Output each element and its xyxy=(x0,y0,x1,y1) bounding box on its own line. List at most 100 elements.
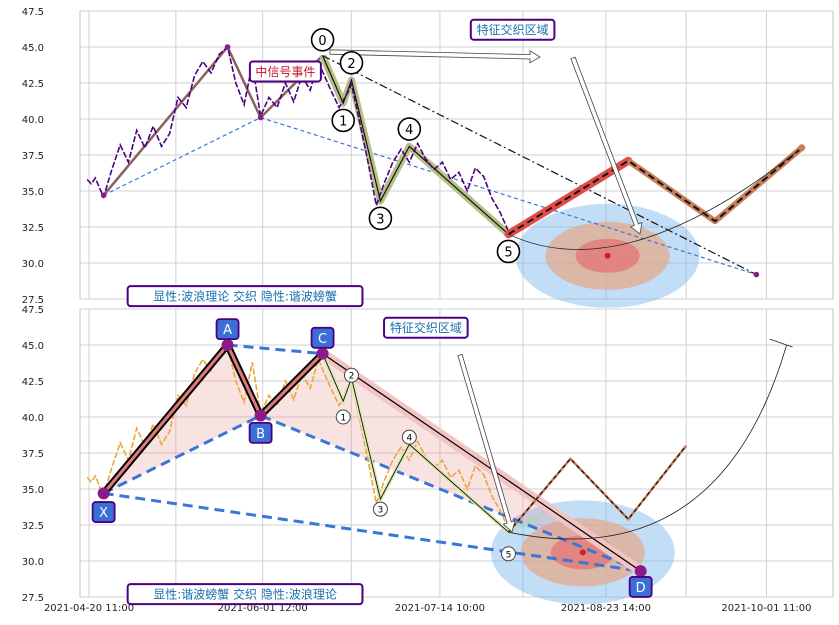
pattern-point-box xyxy=(215,318,240,341)
x-tick-label: 2021-06-01 12:00 xyxy=(218,603,308,614)
target-zone-bottom-center xyxy=(579,549,586,556)
pattern-point-label: X xyxy=(99,506,108,521)
pattern-point-box xyxy=(248,421,273,444)
price-line xyxy=(86,45,510,232)
pattern-point-box xyxy=(310,326,335,349)
arrow-feature xyxy=(457,353,516,533)
panel-bottom: 27.5 30.0 32.5 35.0 37.5 40.0 42.5 45.0 47.5 1 2 3 4… xyxy=(22,305,834,614)
y-tick-label: 30.0 xyxy=(22,259,44,270)
wave-label-circle xyxy=(335,409,351,425)
projection-dashed xyxy=(508,445,687,533)
annotation-text: 特征交织区域 xyxy=(390,320,462,335)
pattern-point-label: D xyxy=(636,581,646,596)
target-zone-top xyxy=(515,203,700,308)
annotation-group: 特征交织区域 xyxy=(469,18,556,41)
pattern-point-marker xyxy=(221,339,234,351)
y-tick-label: 40.0 xyxy=(22,413,44,424)
start-marker xyxy=(100,192,107,199)
wave-label-text: 3 xyxy=(378,506,384,516)
wave-label-text: 1 xyxy=(340,414,346,424)
wave-label-circle xyxy=(343,367,359,383)
annotation-group: 特征交织区域 xyxy=(383,316,469,339)
y-tick-label: 32.5 xyxy=(22,521,44,532)
annotation-group: 中信号事件 xyxy=(248,60,322,83)
wave-label-circle xyxy=(496,239,521,264)
wave-label-circle xyxy=(401,429,417,445)
wave-label-circle xyxy=(310,27,335,52)
y-tick-label: 27.5 xyxy=(22,295,44,306)
wave-label-text: 4 xyxy=(406,434,412,444)
y-tick-label: 30.0 xyxy=(22,557,44,568)
wave-label-circle xyxy=(339,51,364,75)
y-tick-label: 47.5 xyxy=(22,305,44,316)
wave-label-text: 4 xyxy=(405,123,413,138)
y-tick-label: 35.0 xyxy=(22,485,44,496)
wave-label-circle xyxy=(397,117,422,141)
annotation-group: 显性:波浪理论 交织 隐性:谐波螃蟹 xyxy=(126,285,364,308)
annotation-box xyxy=(469,18,556,41)
annotation-text: 中信号事件 xyxy=(255,64,315,79)
wave-label-text: 5 xyxy=(504,245,512,260)
projection-curve xyxy=(508,147,803,250)
pattern-fill-bcd xyxy=(260,353,641,572)
target-zone-top-center xyxy=(604,252,611,259)
pattern-fill-xab xyxy=(103,345,261,494)
pattern-point-marker xyxy=(634,565,647,578)
xd-dashed-line xyxy=(103,491,641,573)
wave-label-text: 0 xyxy=(318,34,326,49)
x-tick-label: 2021-08-23 14:00 xyxy=(561,603,651,614)
annotation-box xyxy=(126,583,364,606)
annotation-text: 特征交织区域 xyxy=(477,22,549,37)
arrow-feature xyxy=(570,56,643,235)
wave-label-text: 2 xyxy=(349,372,355,382)
wave-label-text: 2 xyxy=(347,57,355,72)
annotation-text: 显性:波浪理论 交织 隐性:谐波螃蟹 xyxy=(153,289,337,304)
y-tick-label: 27.5 xyxy=(22,593,44,604)
pattern-point-marker xyxy=(254,409,267,422)
curve-tip xyxy=(769,338,793,348)
y-tick-label: 35.0 xyxy=(22,187,44,198)
y-tick-label: 42.5 xyxy=(22,79,44,90)
projection-curve xyxy=(508,344,787,540)
xabcd-inner xyxy=(102,343,324,495)
trend-dashdot-line xyxy=(322,55,757,276)
wave-label-circle xyxy=(368,206,393,231)
y-tick-label: 37.5 xyxy=(22,151,44,162)
pattern-point-marker xyxy=(316,347,329,360)
annotation-group: 显性:谐波螃蟹 交织 隐性:波浪理论 xyxy=(126,583,364,606)
y-tick-label: 37.5 xyxy=(22,449,44,460)
wave-label-circle xyxy=(331,108,356,133)
y-tick-label: 40.0 xyxy=(22,115,44,126)
wave-label-circle xyxy=(500,546,516,562)
wave-label-text: 1 xyxy=(339,114,347,129)
annotation-box xyxy=(248,60,322,83)
green-zone xyxy=(508,506,550,533)
xabcd-thin-line xyxy=(102,44,324,197)
y-tick-label: 45.0 xyxy=(22,43,44,54)
grid-lines xyxy=(80,10,833,300)
wave-line xyxy=(322,55,509,235)
pattern-point-label: C xyxy=(318,332,327,347)
peak-marker xyxy=(224,44,231,50)
projection-end-marker xyxy=(798,144,806,152)
wave-label-text: 3 xyxy=(376,212,384,227)
pattern-point-label: A xyxy=(223,323,232,338)
pattern-point-box xyxy=(628,576,653,598)
xb-bd-dashed-line xyxy=(102,413,642,573)
end-marker xyxy=(753,271,760,278)
y-tick-label: 47.5 xyxy=(22,7,44,18)
y-tick-label: 32.5 xyxy=(22,223,44,234)
arrow-signal xyxy=(329,49,541,64)
wave-label-circle xyxy=(372,501,388,517)
y-tick-label: 42.5 xyxy=(22,377,44,388)
annotation-box xyxy=(383,316,469,339)
wave-label-text: 5 xyxy=(506,550,512,560)
pivot-marker xyxy=(257,114,264,121)
annotation-box xyxy=(126,285,364,308)
x-tick-label: 2021-04-20 11:00 xyxy=(44,603,134,614)
projection-dashed xyxy=(507,147,803,236)
pattern-point-box xyxy=(91,501,116,523)
pattern-point-marker xyxy=(97,487,110,500)
annotation-text: 显性:谐波螃蟹 交织 隐性:波浪理论 xyxy=(153,587,337,602)
